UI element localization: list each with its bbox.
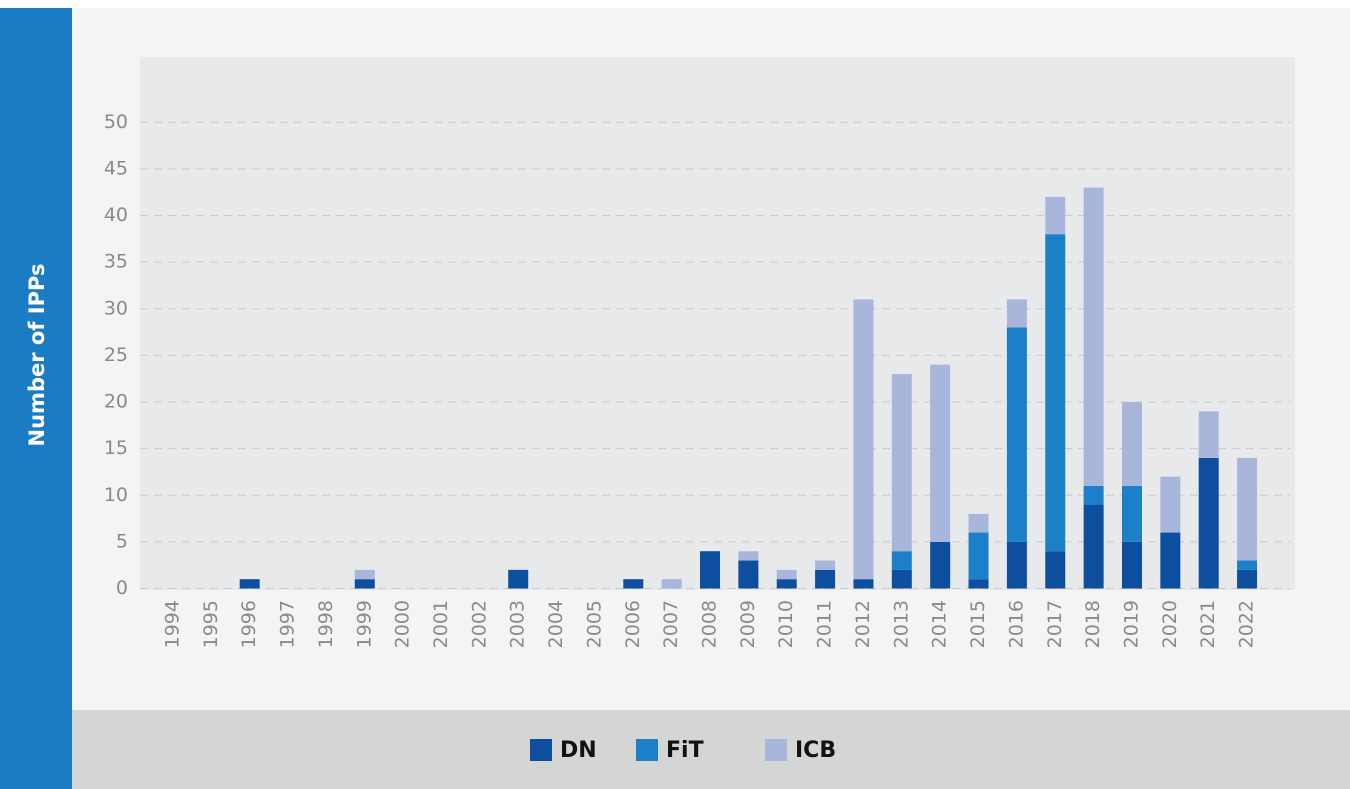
- legend-label: FiT: [666, 738, 704, 763]
- bar-segment: [968, 532, 989, 580]
- x-tick-label: 1994: [161, 600, 183, 648]
- x-tick-label: 2007: [660, 600, 682, 648]
- x-tick-label: 2017: [1044, 600, 1066, 648]
- bar-segment: [239, 579, 260, 589]
- x-tick-label: 2008: [699, 600, 721, 648]
- bar-segment: [1045, 196, 1066, 235]
- legend-bar: [72, 710, 1350, 789]
- y-tick-label: 25: [104, 344, 128, 366]
- bar-segment: [815, 569, 836, 589]
- x-tick-label: 2013: [890, 600, 912, 648]
- bar-segment: [1237, 560, 1258, 570]
- x-tick-label: 2003: [507, 600, 529, 648]
- bar-segment: [1121, 541, 1142, 589]
- x-tick-label: 1995: [200, 600, 222, 648]
- x-tick-label: 2009: [737, 600, 759, 648]
- bar-segment: [1160, 476, 1181, 533]
- bar-segment: [738, 560, 759, 589]
- bar-segment: [354, 579, 375, 589]
- bar-segment: [1006, 299, 1027, 328]
- legend-swatch: [530, 739, 552, 761]
- y-tick-label: 50: [104, 111, 128, 133]
- bar-segment: [776, 569, 797, 580]
- y-tick-label: 45: [104, 157, 128, 179]
- x-tick-label: 2016: [1005, 600, 1027, 648]
- bar-segment: [1006, 327, 1027, 542]
- x-tick-label: 2019: [1120, 600, 1142, 648]
- bar-segment: [661, 579, 682, 589]
- y-tick-label: 15: [104, 437, 128, 459]
- bar-segment: [1198, 411, 1219, 458]
- bar-segment: [1237, 569, 1258, 589]
- bar-segment: [853, 299, 874, 580]
- y-tick-label: 20: [104, 391, 128, 413]
- bar-segment: [700, 551, 721, 589]
- bar-segment: [1045, 551, 1066, 589]
- x-tick-label: 2010: [775, 600, 797, 648]
- x-tick-label: 2018: [1082, 600, 1104, 648]
- y-tick-label: 40: [104, 204, 128, 226]
- bar-segment: [1083, 187, 1104, 486]
- x-tick-label: 2011: [814, 600, 836, 648]
- legend-swatch: [765, 739, 787, 761]
- x-tick-label: 2022: [1236, 600, 1258, 648]
- bar-segment: [623, 579, 644, 589]
- legend-label: ICB: [795, 738, 836, 763]
- bar-segment: [930, 541, 951, 589]
- bar-segment: [891, 569, 912, 589]
- y-tick-label: 10: [104, 484, 128, 506]
- bar-segment: [1121, 485, 1142, 542]
- x-tick-label: 1997: [277, 600, 299, 648]
- bar-segment: [1121, 402, 1142, 486]
- x-tick-label: 2001: [430, 600, 452, 648]
- x-tick-label: 1998: [315, 600, 337, 648]
- x-tick-label: 2020: [1159, 600, 1181, 648]
- bar-segment: [1160, 532, 1181, 589]
- x-tick-label: 2006: [622, 600, 644, 648]
- x-tick-label: 2004: [545, 600, 567, 648]
- y-tick-label: 5: [116, 530, 128, 552]
- x-tick-label: 2005: [583, 600, 605, 648]
- bar-segment: [968, 513, 989, 533]
- bar-segment: [1083, 504, 1104, 589]
- x-tick-label: 1996: [238, 600, 260, 648]
- bar-segment: [738, 551, 759, 561]
- bar-segment: [508, 569, 529, 589]
- bar-segment: [891, 551, 912, 570]
- bar-segment: [1237, 457, 1258, 561]
- y-tick-label: 0: [116, 577, 128, 599]
- plot-area: [140, 57, 1295, 590]
- bar-segment: [968, 579, 989, 589]
- bar-segment: [930, 364, 951, 542]
- x-tick-label: 2002: [468, 600, 490, 648]
- bar-segment: [776, 579, 797, 589]
- x-tick-label: 2014: [929, 600, 951, 648]
- bar-segment: [891, 374, 912, 552]
- x-tick-label: 2012: [852, 600, 874, 648]
- x-tick-label: 2015: [967, 600, 989, 648]
- legend-swatch: [636, 739, 658, 761]
- bar-segment: [1006, 541, 1027, 589]
- x-tick-label: 2021: [1197, 600, 1219, 648]
- bar-segment: [1045, 234, 1066, 552]
- y-axis-label: Number of IPPs: [25, 264, 49, 447]
- bar-segment: [853, 579, 874, 589]
- side-strip: [0, 8, 72, 789]
- bar-segment: [1198, 457, 1219, 589]
- x-tick-label: 1999: [353, 600, 375, 648]
- x-tick-label: 2000: [392, 600, 414, 648]
- y-tick-label: 30: [104, 297, 128, 319]
- legend-label: DN: [560, 738, 597, 763]
- bar-segment: [815, 560, 836, 570]
- bar-segment: [1083, 485, 1104, 505]
- y-tick-label: 35: [104, 251, 128, 273]
- bar-segment: [354, 569, 375, 580]
